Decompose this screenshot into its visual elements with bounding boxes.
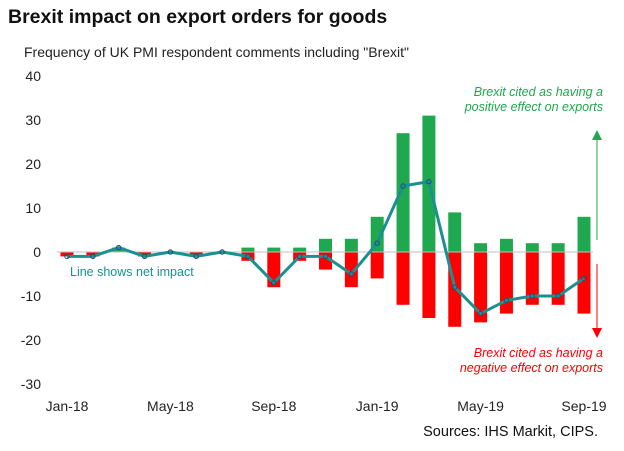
y-tick-label: -10 bbox=[21, 288, 41, 304]
x-tick-label: Jan-18 bbox=[46, 398, 89, 414]
negative-bar bbox=[551, 252, 565, 305]
x-tick-label: Sep-19 bbox=[561, 398, 606, 414]
net-impact-point bbox=[219, 249, 225, 255]
negative-bar bbox=[344, 252, 358, 288]
positive-bar bbox=[577, 216, 591, 252]
positive-bar bbox=[474, 243, 488, 252]
negative-bar bbox=[525, 252, 539, 305]
negative-bar bbox=[422, 252, 436, 318]
net-impact-point bbox=[193, 253, 199, 260]
positive-bar bbox=[344, 238, 358, 252]
net-impact-point bbox=[529, 293, 535, 299]
positive-bar bbox=[319, 238, 332, 252]
net-impact-point bbox=[452, 284, 458, 290]
net-impact-point bbox=[64, 253, 70, 260]
x-tick-label: Sep-18 bbox=[251, 398, 296, 414]
positive-bar bbox=[525, 243, 539, 252]
chart-subtitle: Frequency of UK PMI respondent comments … bbox=[24, 44, 409, 60]
y-tick-label: 0 bbox=[33, 244, 41, 260]
net-impact-point bbox=[581, 275, 587, 282]
net-impact-point bbox=[503, 297, 510, 304]
x-tick-label: Jan-19 bbox=[356, 398, 399, 414]
y-tick-label: -20 bbox=[21, 332, 41, 348]
y-axis-ticks: 40 30 20 10 0 -10 -20 -30 bbox=[21, 68, 41, 392]
x-tick-label: May-18 bbox=[147, 398, 194, 414]
line-note-annotation: Line shows net impact bbox=[70, 265, 194, 279]
net-impact-point bbox=[477, 310, 484, 317]
positive-bar bbox=[293, 247, 307, 252]
positive-bar bbox=[499, 238, 513, 252]
negative-bar bbox=[474, 252, 488, 323]
y-tick-label: 40 bbox=[25, 68, 41, 84]
net-impact-point bbox=[374, 240, 380, 246]
positive-bar bbox=[241, 247, 255, 252]
negative-annotation-line1: Brexit cited as having a bbox=[474, 346, 603, 360]
negative-bar bbox=[577, 252, 591, 314]
net-impact-point bbox=[245, 253, 251, 260]
positive-bar bbox=[370, 216, 384, 252]
source-note: Sources: IHS Markit, CIPS. bbox=[423, 424, 598, 440]
net-impact-point bbox=[296, 253, 303, 260]
net-impact-point bbox=[90, 253, 96, 260]
net-impact-point bbox=[426, 178, 432, 185]
net-impact-point bbox=[116, 244, 122, 251]
positive-annotation-line2: positive effect on exports bbox=[464, 100, 603, 114]
negative-bar bbox=[370, 252, 384, 279]
net-impact-point bbox=[167, 249, 174, 255]
positive-bar bbox=[267, 247, 281, 252]
net-line-group bbox=[64, 178, 587, 317]
y-tick-label: 30 bbox=[25, 112, 41, 128]
net-impact-line bbox=[67, 180, 585, 316]
net-impact-point bbox=[322, 253, 329, 260]
positive-annotation-line1: Brexit cited as having a bbox=[474, 85, 603, 99]
net-impact-point bbox=[141, 253, 148, 260]
positive-bar bbox=[448, 212, 462, 252]
net-impact-point bbox=[348, 271, 355, 277]
net-impact-point bbox=[555, 293, 561, 299]
y-tick-label: 10 bbox=[25, 200, 41, 216]
x-tick-label: May-19 bbox=[457, 398, 504, 414]
positive-bar bbox=[551, 243, 565, 252]
negative-bar bbox=[396, 252, 410, 305]
net-impact-point bbox=[400, 183, 406, 189]
y-tick-label: -30 bbox=[21, 376, 41, 392]
negative-arrow-head bbox=[592, 328, 602, 338]
negative-bar bbox=[499, 252, 513, 314]
positive-bar bbox=[396, 133, 410, 252]
x-axis-ticks: Jan-18 May-18 Sep-18 Jan-19 May-19 Sep-19 bbox=[46, 398, 607, 414]
chart-title: Brexit impact on export orders for goods bbox=[8, 6, 388, 28]
net-impact-point bbox=[271, 280, 277, 286]
positive-arrow-head bbox=[592, 130, 602, 140]
y-tick-label: 20 bbox=[25, 156, 41, 172]
bars-group bbox=[60, 115, 591, 327]
negative-annotation-line2: negative effect on exports bbox=[460, 361, 603, 375]
